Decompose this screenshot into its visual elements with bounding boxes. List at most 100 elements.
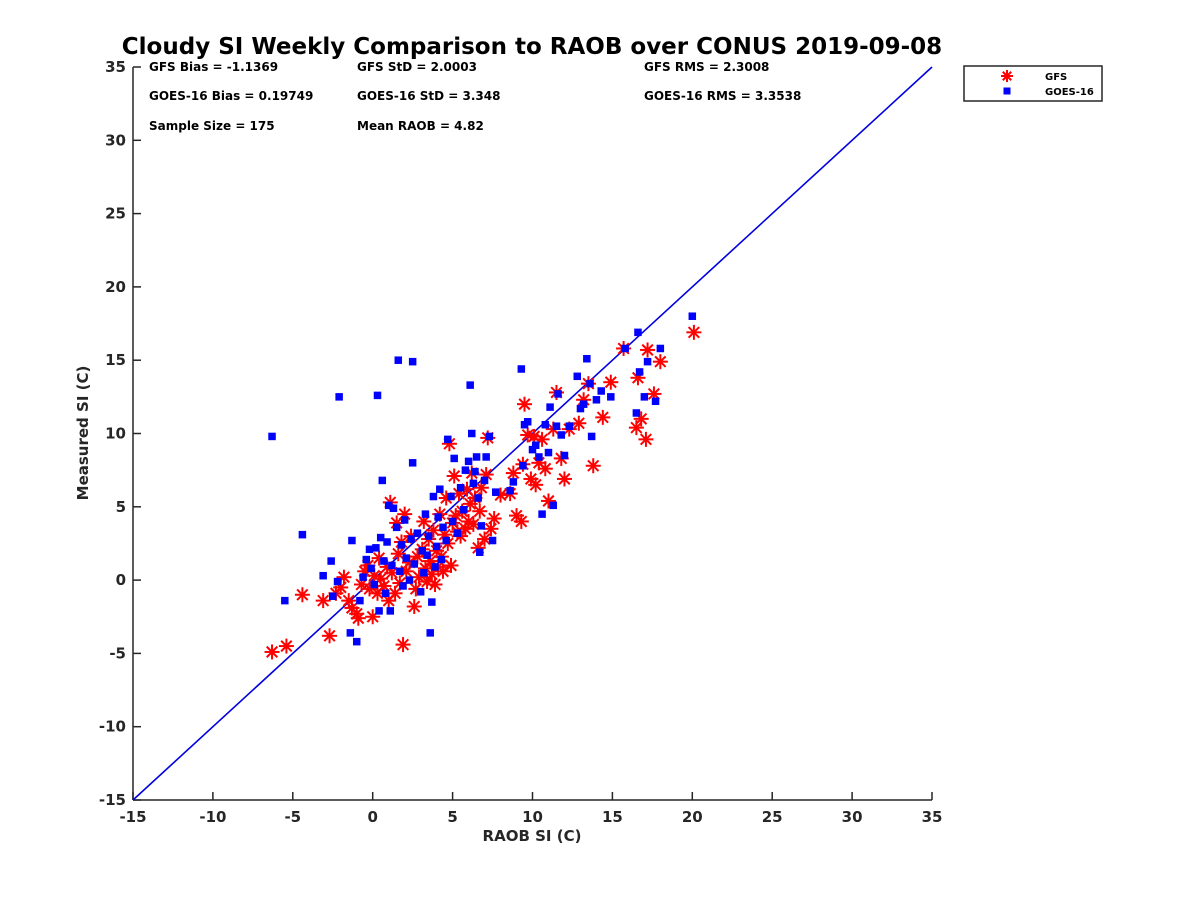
goes-16-point bbox=[389, 504, 398, 513]
x-tick-label: -15 bbox=[119, 808, 146, 826]
gfs-point bbox=[465, 516, 481, 532]
stat-goes-bias: GOES-16 Bias = 0.19749 bbox=[149, 89, 313, 103]
goes-16-point bbox=[621, 344, 629, 353]
gfs-point bbox=[646, 386, 662, 402]
goes-16-point bbox=[523, 418, 532, 426]
gfs-point bbox=[322, 628, 338, 644]
goes-16-point bbox=[560, 451, 569, 460]
goes-16-point bbox=[378, 476, 387, 485]
goes-16-point bbox=[408, 459, 417, 467]
goes-16-point bbox=[468, 429, 476, 438]
gfs-point bbox=[350, 610, 366, 626]
goes-16-point bbox=[469, 479, 478, 488]
goes-16-point bbox=[421, 510, 430, 518]
goes-16-point bbox=[573, 372, 581, 381]
goes-16-point bbox=[554, 390, 562, 398]
gfs-point bbox=[435, 563, 451, 579]
goes-16-point bbox=[460, 505, 468, 514]
gfs-point bbox=[628, 420, 644, 436]
legend-gfs-marker bbox=[1001, 70, 1013, 82]
y-tick-label: 10 bbox=[105, 425, 126, 443]
x-tick-label: -5 bbox=[284, 808, 301, 826]
goes-16-point bbox=[471, 467, 479, 476]
goes-16-point bbox=[535, 453, 543, 461]
legend-goes-16-marker bbox=[1003, 87, 1011, 95]
goes-16-point bbox=[327, 557, 335, 565]
goes-16-point bbox=[394, 356, 403, 364]
goes-16-point bbox=[346, 629, 355, 637]
stat-goes-rms: GOES-16 RMS = 3.3538 bbox=[644, 89, 801, 103]
y-tick-label: 5 bbox=[116, 498, 126, 516]
goes-16-point bbox=[688, 312, 697, 320]
goes-16-point bbox=[399, 582, 407, 590]
goes-16-point bbox=[485, 432, 494, 441]
goes-16-point bbox=[519, 462, 527, 470]
goes-16-point bbox=[544, 448, 553, 457]
gfs-point bbox=[513, 513, 529, 529]
gfs-point bbox=[472, 503, 488, 519]
stat-gfs-rms: GFS RMS = 2.3008 bbox=[644, 60, 769, 74]
goes-16-point bbox=[439, 523, 447, 532]
gfs-point bbox=[264, 644, 280, 660]
stat-mean-raob: Mean RAOB = 4.82 bbox=[357, 119, 484, 133]
x-tick-label: 20 bbox=[682, 808, 703, 826]
y-axis-label: Measured SI (C) bbox=[74, 366, 92, 501]
goes-16-point bbox=[437, 555, 446, 564]
goes-16-point bbox=[442, 536, 450, 545]
goes-16-point bbox=[466, 381, 474, 389]
gfs-point bbox=[486, 511, 502, 527]
y-tick-label: 35 bbox=[105, 58, 126, 76]
goes-16-point bbox=[400, 516, 409, 524]
goes-16-point bbox=[506, 486, 514, 495]
goes-16-point bbox=[386, 607, 395, 615]
goes-16-point bbox=[367, 564, 375, 573]
y-tick-label: 25 bbox=[105, 205, 126, 223]
gfs-point bbox=[556, 471, 572, 487]
goes-16-point bbox=[319, 571, 327, 580]
x-tick-label: 25 bbox=[762, 808, 783, 826]
goes-16-point bbox=[298, 530, 307, 539]
y-tick-label: 15 bbox=[105, 351, 126, 369]
goes-16-point bbox=[281, 596, 289, 605]
gfs-point bbox=[278, 638, 294, 654]
goes-16-point bbox=[632, 409, 641, 417]
goes-16-point bbox=[380, 557, 388, 565]
goes-16-point bbox=[268, 432, 276, 441]
y-tick-label: -5 bbox=[109, 644, 126, 662]
goes-16-point bbox=[587, 432, 596, 441]
gfs-point bbox=[446, 468, 462, 484]
goes-16-point bbox=[434, 513, 442, 521]
gfs-point bbox=[294, 587, 310, 603]
goes-16-point bbox=[426, 629, 434, 637]
chart-title: Cloudy SI Weekly Comparison to RAOB over… bbox=[122, 34, 942, 60]
x-axis-label: RAOB SI (C) bbox=[483, 827, 582, 845]
goes-16-point bbox=[405, 576, 414, 584]
goes-16-point bbox=[428, 598, 436, 606]
goes-16-point bbox=[432, 542, 441, 551]
gfs-point bbox=[395, 637, 411, 653]
goes-16-point bbox=[408, 357, 417, 366]
goes-16-point bbox=[565, 422, 574, 430]
statistics-annotations: GFS Bias = -1.1369 GFS StD = 2.0003 GFS RM… bbox=[149, 60, 801, 133]
goes-16-point bbox=[359, 573, 367, 581]
goes-16-point bbox=[531, 441, 540, 449]
goes-16-point bbox=[384, 501, 393, 510]
stat-sample-size: Sample Size = 175 bbox=[149, 119, 275, 133]
gfs-point bbox=[505, 465, 521, 481]
goes-16-point bbox=[586, 379, 594, 388]
goes-16-point bbox=[557, 431, 566, 439]
stat-gfs-bias: GFS Bias = -1.1369 bbox=[149, 60, 278, 74]
goes-16-point bbox=[413, 529, 422, 537]
goes-16-point bbox=[634, 328, 642, 337]
goes-16-point bbox=[418, 547, 426, 555]
goes-16-point bbox=[381, 589, 390, 598]
goes-16-point bbox=[436, 485, 444, 493]
goes-16-point bbox=[482, 453, 490, 461]
legend-label: GOES-16 bbox=[1045, 87, 1094, 98]
goes-16-point bbox=[456, 483, 465, 492]
goes-16-point bbox=[407, 535, 415, 543]
goes-16-point bbox=[480, 476, 489, 485]
goes-16-point bbox=[576, 404, 585, 413]
